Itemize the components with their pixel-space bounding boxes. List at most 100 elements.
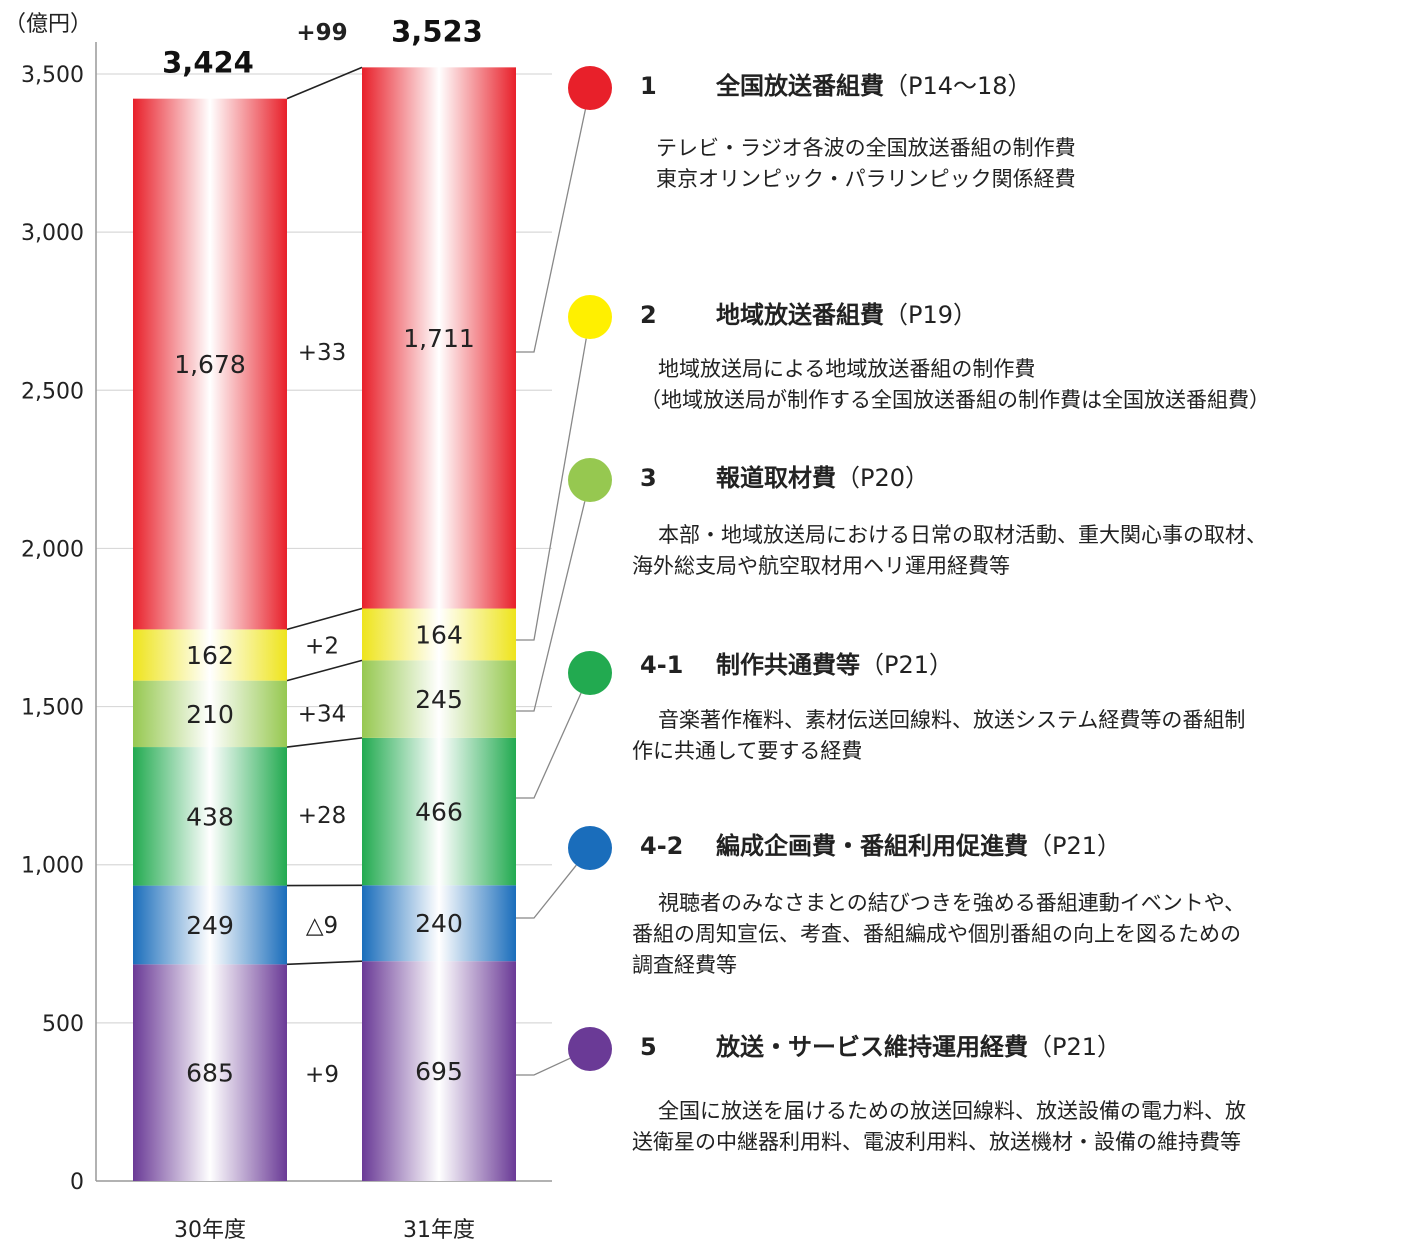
legend-leader-line	[516, 864, 577, 919]
legend-page-ref: （P21）	[860, 651, 954, 679]
bar-connector-line	[286, 607, 363, 631]
legend-desc-line: （地域放送局が制作する全国放送番組の制作費は全国放送番組費）	[640, 388, 1270, 412]
legend-leader-line	[516, 501, 586, 712]
bar-segment	[362, 608, 516, 661]
total-difference-label: +99	[296, 20, 347, 46]
bar-value-label: 162	[186, 641, 234, 670]
y-tick-label: 1,500	[21, 696, 84, 721]
legend-desc-line: 本部・地域放送局における日常の取材活動、重大関心事の取材、	[658, 523, 1267, 547]
bar-value-label: 245	[415, 685, 463, 714]
bar-segment	[362, 67, 516, 609]
legend-desc-line: 調査経費等	[632, 953, 737, 977]
legend-description: 視聴者のみなさまとの結びつきを強める番組連動イベントや、 番組の周知宣伝、考査、…	[632, 888, 1402, 981]
legend-title: 制作共通費等	[716, 651, 860, 679]
legend-title: 編成企画費・番組利用促進費	[716, 832, 1028, 860]
bar-segment	[362, 660, 516, 738]
legend-desc-line: 海外総支局や航空取材用ヘリ運用経費等	[632, 554, 1010, 578]
legend-number: 4-2	[640, 832, 684, 860]
legend-desc-line: テレビ・ラジオ各波の全国放送番組の制作費	[656, 136, 1076, 160]
bar-value-label: 1,678	[174, 350, 246, 379]
x-category-label: 31年度	[403, 1218, 475, 1242]
bar-connector-line	[286, 960, 363, 966]
legend-heading: 3 報道取材費（P20）	[640, 463, 929, 493]
bar-segment	[133, 885, 287, 965]
legend-heading: 2 地域放送番組費（P19）	[640, 300, 977, 330]
legend-heading: 1 全国放送番組費（P14～18）	[640, 71, 1032, 101]
legend-marker-dot	[568, 295, 612, 339]
bar-segment	[133, 680, 287, 748]
y-tick-label: 2,000	[21, 537, 84, 562]
legend-page-ref: （P19）	[884, 301, 978, 329]
legend-desc-line: 地域放送局による地域放送番組の制作費	[658, 357, 1036, 381]
legend-number: 3	[640, 464, 657, 492]
legend-marker-dot	[568, 826, 612, 870]
y-tick-label: 3,000	[21, 221, 84, 246]
bars	[133, 67, 516, 1181]
legend-page-ref: （P21）	[1028, 1033, 1122, 1061]
legend-heading: 4-2 編成企画費・番組利用促進費（P21）	[640, 831, 1121, 861]
y-tick-label: 2,500	[21, 379, 84, 404]
legend-heading: 4-1 制作共通費等（P21）	[640, 650, 953, 680]
legend-leader-line	[516, 1057, 571, 1076]
legend-page-ref: （P20）	[836, 464, 930, 492]
bar-value-label: 1,711	[403, 324, 475, 353]
bar-segment	[133, 98, 287, 630]
legend-title: 放送・サービス維持運用経費	[716, 1033, 1028, 1061]
y-tick-label: 500	[42, 1012, 84, 1037]
bar-value-label: 466	[415, 798, 463, 827]
y-tick-label: 0	[70, 1170, 84, 1195]
difference-label: +34	[298, 701, 347, 727]
legend-number: 4-1	[640, 651, 684, 679]
y-axis-unit: （億円）	[4, 12, 92, 37]
legend-page-ref: （P21）	[1028, 832, 1122, 860]
bar-connector-line	[286, 659, 363, 682]
y-axis: 0 500 1,000 1,500 2,000 2,500 3,000 3,500 （億円） 30…	[4, 12, 552, 1242]
bar-segment	[133, 964, 287, 1181]
difference-label: +33	[298, 340, 347, 366]
legend-desc-line: 視聴者のみなさまとの結びつきを強める番組連動イベントや、	[658, 891, 1246, 915]
bar-segment	[362, 737, 516, 886]
legend-number: 1	[640, 72, 657, 100]
legend-title: 全国放送番組費	[716, 72, 884, 100]
bar-segment	[133, 747, 287, 886]
bar-value-label: 210	[186, 700, 234, 729]
legend-marker-dot	[568, 458, 612, 502]
data-labels: 685 249 438 210 162 1,678 3,424 695 240 466 245 164…	[162, 14, 483, 1088]
difference-label: +28	[298, 803, 347, 829]
bar-value-label: 695	[415, 1057, 463, 1086]
bar-connector-line	[286, 66, 363, 100]
legend-desc-line: 送衛星の中継器利用料、電波利用料、放送機材・設備の維持費等	[632, 1130, 1241, 1154]
legend-description: 本部・地域放送局における日常の取材活動、重大関心事の取材、 海外総支局や航空取材…	[632, 520, 1402, 582]
bar-value-label: 438	[186, 802, 234, 831]
legend-markers	[568, 66, 612, 1071]
legend-marker-dot	[568, 651, 612, 695]
legend-leader-line	[516, 338, 587, 641]
legend-description: 音楽著作権料、素材伝送回線料、放送システム経費等の番組制 作に共通して要する経費	[632, 705, 1402, 767]
legend-marker-dot	[568, 66, 612, 110]
difference-label: +9	[305, 1062, 339, 1088]
legend-number: 5	[640, 1033, 657, 1061]
legend-heading: 5 放送・サービス維持運用経費（P21）	[640, 1032, 1121, 1062]
legend-desc-line: 作に共通して要する経費	[632, 739, 863, 763]
bar-value-label: 685	[186, 1059, 234, 1088]
difference-label: △9	[306, 913, 338, 939]
legend-marker-dot	[568, 1027, 612, 1071]
legend-desc-line: 東京オリンピック・パラリンピック関係経費	[656, 167, 1076, 191]
legend-leader-lines	[516, 109, 587, 1076]
legend-desc-line: 音楽著作権料、素材伝送回線料、放送システム経費等の番組制	[658, 708, 1246, 732]
bar-total-label: 3,523	[391, 14, 483, 48]
legend-number: 2	[640, 301, 657, 329]
legend-description: 全国に放送を届けるための放送回線料、放送設備の電力料、放 送衛星の中継器利用料、…	[632, 1096, 1402, 1158]
legend-leader-line	[516, 692, 582, 799]
bar-segment	[362, 885, 516, 962]
legend-description: テレビ・ラジオ各波の全国放送番組の制作費 東京オリンピック・パラリンピック関係経…	[632, 133, 1402, 195]
bar-segment	[133, 629, 287, 681]
legend-description: 地域放送局による地域放送番組の制作費 （地域放送局が制作する全国放送番組の制作費…	[632, 354, 1402, 416]
bar-value-label: 240	[415, 909, 463, 938]
bar-value-label: 164	[415, 620, 463, 649]
legend-title: 報道取材費	[716, 464, 836, 492]
y-tick-label: 3,500	[21, 63, 84, 88]
difference-label: +2	[305, 634, 339, 660]
legend-leader-line	[516, 109, 587, 353]
